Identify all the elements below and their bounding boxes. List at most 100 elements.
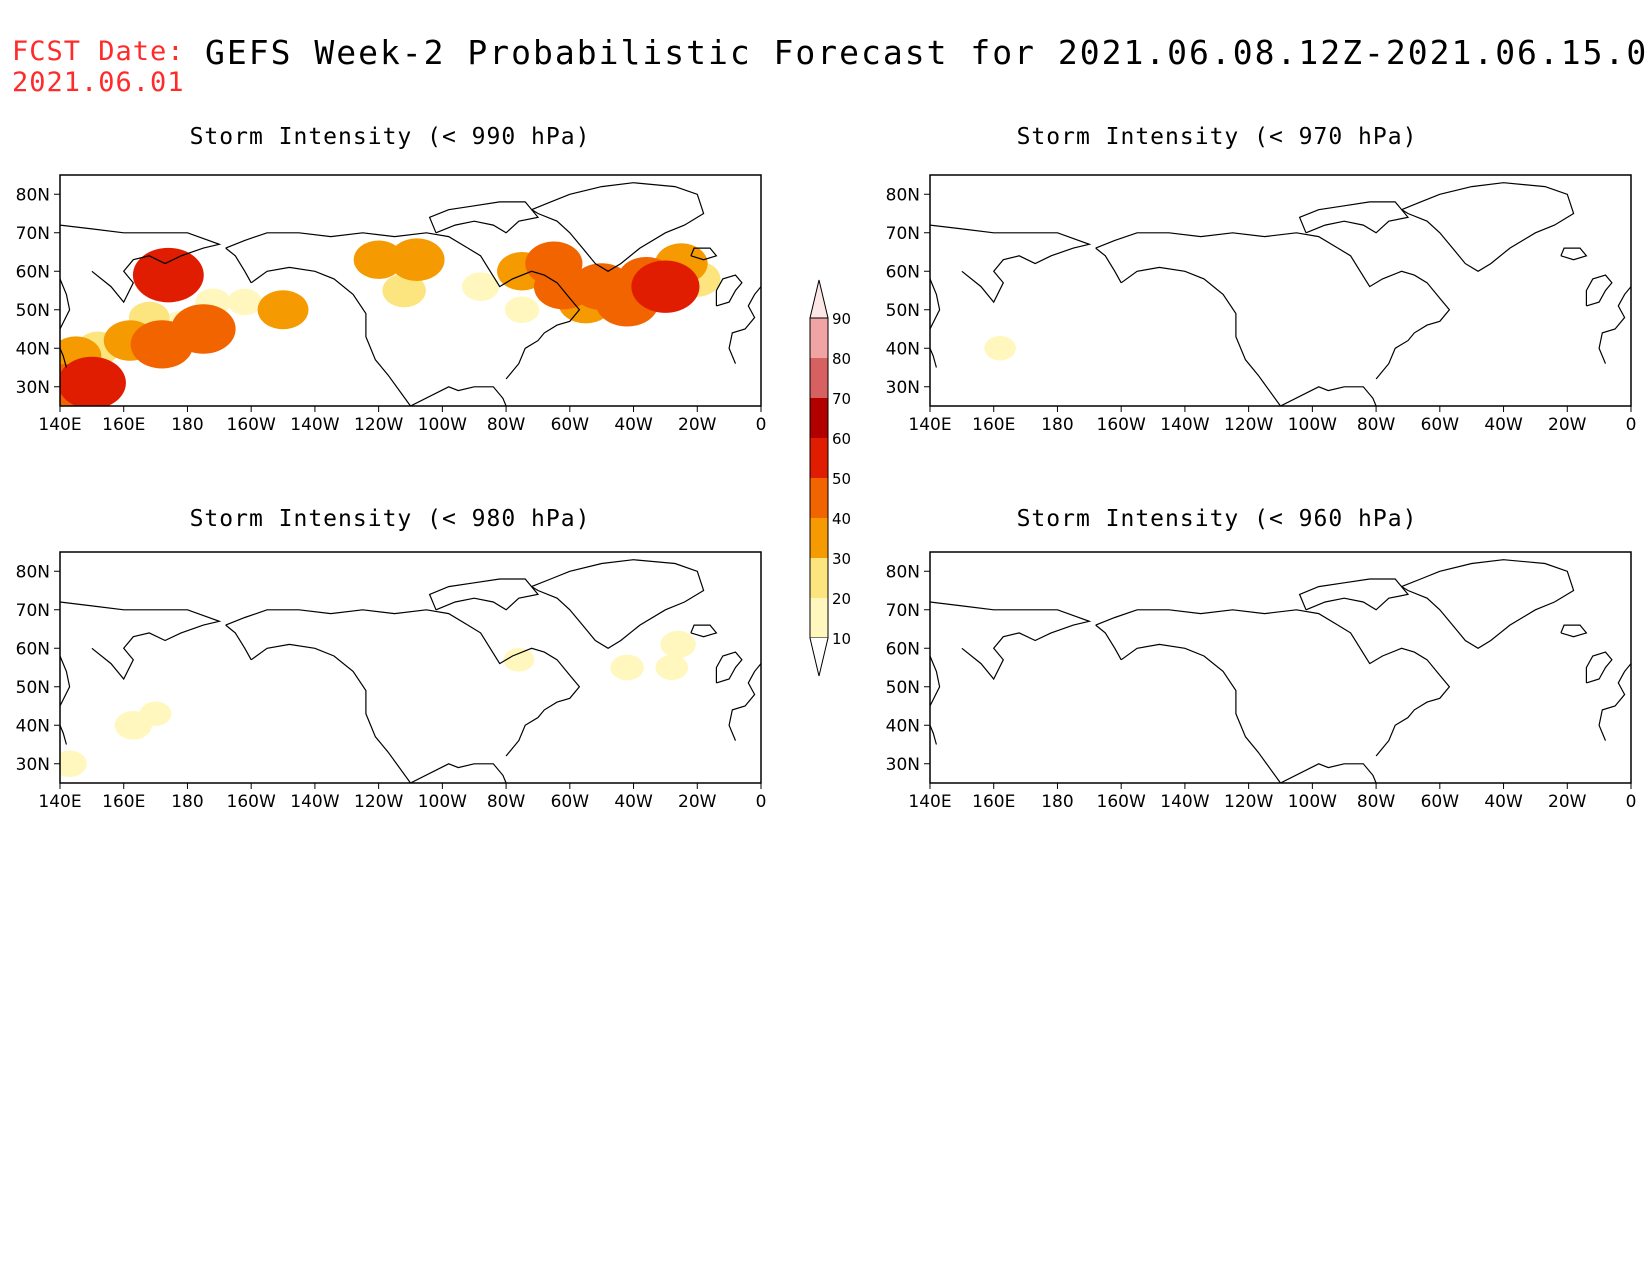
lat-label: 80N — [886, 185, 920, 205]
coastline — [728, 663, 761, 741]
lon-label: 180 — [1041, 415, 1073, 435]
coastline — [531, 559, 705, 650]
coastline — [410, 386, 507, 406]
colorbar-label: 30 — [832, 550, 851, 568]
colorbar: 90 80 70 60 50 40 30 20 10 — [809, 279, 851, 677]
coastline — [60, 278, 71, 330]
probability-patch — [660, 630, 696, 659]
lat-label: 60N — [886, 262, 920, 282]
lon-label: 100W — [418, 415, 467, 435]
coastline — [930, 601, 1092, 681]
colorbar-label: 50 — [832, 470, 851, 488]
coastline — [1560, 624, 1588, 638]
coastline — [467, 624, 581, 757]
probability-field — [984, 336, 1016, 361]
lat-label: 30N — [886, 755, 920, 775]
lon-label: 180 — [171, 792, 203, 812]
lon-label: 60W — [1421, 415, 1460, 435]
colorbar-label: 70 — [832, 390, 851, 408]
lat-label: 60N — [16, 262, 50, 282]
probability-patch — [382, 273, 426, 308]
coastline — [60, 348, 67, 368]
map-frame — [929, 174, 1632, 407]
lon-label: 180 — [1041, 792, 1073, 812]
fcst-date-value: 2021.06.01 — [12, 67, 185, 98]
coastline — [60, 725, 67, 745]
lat-label: 40N — [886, 716, 920, 736]
coastlines — [930, 559, 1631, 783]
lon-label: 40W — [1484, 415, 1523, 435]
probability-patch — [60, 750, 87, 777]
probability-patch — [631, 260, 700, 313]
probability-patch — [227, 288, 263, 316]
probability-field — [60, 630, 696, 777]
lon-label: 160W — [227, 415, 276, 435]
coastline — [1585, 651, 1613, 684]
coastline — [1560, 247, 1588, 261]
lon-label: 80W — [487, 415, 526, 435]
probability-patch — [503, 647, 535, 672]
lon-label: 140W — [1160, 792, 1209, 812]
lon-label: 140E — [908, 792, 951, 812]
map-frame — [929, 551, 1632, 784]
coastline — [1298, 578, 1410, 611]
probability-field — [60, 238, 721, 406]
coastline — [690, 247, 718, 261]
lon-label: 160E — [972, 415, 1015, 435]
lon-label: 20W — [1548, 415, 1587, 435]
fcst-date-block: FCST Date: 2021.06.01 — [12, 36, 185, 98]
lon-label: 160E — [102, 415, 145, 435]
coastline — [1598, 286, 1631, 364]
coastline — [930, 278, 941, 330]
colorbar-segment — [810, 478, 828, 518]
coastline — [930, 655, 941, 707]
panel-title: Storm Intensity (< 960 hPa) — [1016, 506, 1418, 532]
lat-label: 70N — [886, 601, 920, 621]
probability-patch — [171, 304, 236, 354]
colorbar-segment — [810, 438, 828, 478]
page-title: GEFS Week-2 Probabilistic Forecast for 2… — [205, 33, 1650, 72]
coastline — [1280, 763, 1377, 783]
coastlines — [60, 182, 761, 406]
coastline — [1120, 643, 1281, 783]
map-frame — [59, 174, 762, 407]
lat-label: 50N — [16, 678, 50, 698]
map-p980: 80N 70N 60N 50N 40N 30N 140E 160E 180 160W 140W 120… — [16, 551, 766, 812]
coastline — [1095, 247, 1122, 284]
probability-patch — [353, 240, 404, 279]
map-frame — [59, 551, 762, 784]
probability-patch — [60, 356, 126, 406]
lat-label: 70N — [16, 601, 50, 621]
lon-label: 60W — [551, 415, 590, 435]
lon-label: 120W — [354, 792, 403, 812]
coastline — [930, 725, 937, 745]
lon-label: 40W — [1484, 792, 1523, 812]
lon-label: 80W — [487, 792, 526, 812]
colorbar-label: 20 — [832, 590, 851, 608]
lon-label: 0 — [1626, 415, 1637, 435]
lon-label: 20W — [1548, 792, 1587, 812]
coastline — [728, 286, 761, 364]
lat-label: 40N — [886, 339, 920, 359]
lon-label: 180 — [171, 415, 203, 435]
colorbar-segment — [810, 358, 828, 398]
lat-label: 40N — [16, 716, 50, 736]
lon-label: 80W — [1357, 792, 1396, 812]
fcst-date-label: FCST Date: — [12, 36, 185, 67]
lat-label: 60N — [886, 639, 920, 659]
coastline — [60, 655, 71, 707]
lon-label: 160E — [102, 792, 145, 812]
lat-label: 50N — [16, 301, 50, 321]
probability-patch — [132, 247, 204, 303]
colorbar-label: 90 — [832, 310, 851, 328]
colorbar-label: 40 — [832, 510, 851, 528]
coastline — [715, 274, 743, 307]
coastline — [1095, 232, 1339, 249]
lon-label: 40W — [614, 415, 653, 435]
panel-title: Storm Intensity (< 980 hPa) — [189, 506, 591, 532]
lon-label: 60W — [551, 792, 590, 812]
lat-label: 30N — [886, 378, 920, 398]
lon-label: 140W — [290, 415, 339, 435]
coastline — [930, 348, 937, 368]
